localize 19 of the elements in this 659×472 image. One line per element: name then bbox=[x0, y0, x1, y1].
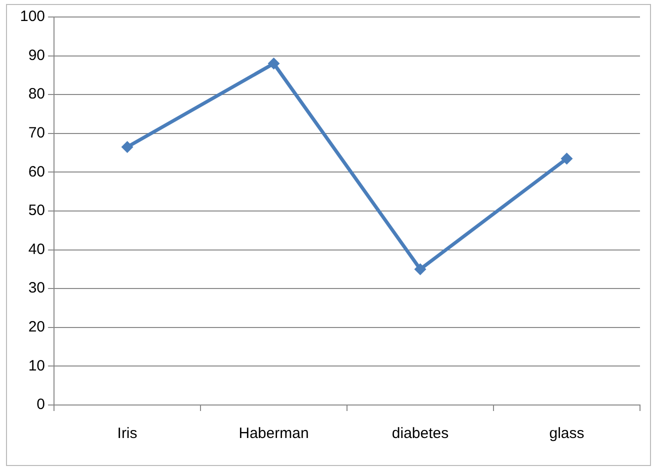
y-tick-label: 60 bbox=[28, 163, 46, 180]
point bbox=[414, 263, 426, 276]
x-tick-label: Haberman bbox=[238, 425, 309, 442]
y-tick-label: 40 bbox=[28, 240, 46, 258]
y-tick-label: 0 bbox=[36, 396, 46, 414]
y-tick-label: 20 bbox=[28, 318, 46, 336]
x-tick-label: diabetes bbox=[392, 425, 449, 442]
x-tick-label: Iris bbox=[117, 425, 138, 442]
y-tick-label: 30 bbox=[28, 280, 46, 297]
point bbox=[268, 58, 280, 70]
y-tick-label: 100 bbox=[20, 8, 46, 26]
y-tick-label: 10 bbox=[28, 357, 46, 374]
point bbox=[560, 152, 573, 165]
y-tick-label: 70 bbox=[28, 124, 46, 142]
y-tick-label: 50 bbox=[28, 202, 46, 220]
y-tick-label: 80 bbox=[28, 86, 46, 103]
y-tick-label: 90 bbox=[28, 46, 46, 64]
x-tick-label: glass bbox=[549, 425, 584, 442]
point bbox=[121, 140, 134, 153]
